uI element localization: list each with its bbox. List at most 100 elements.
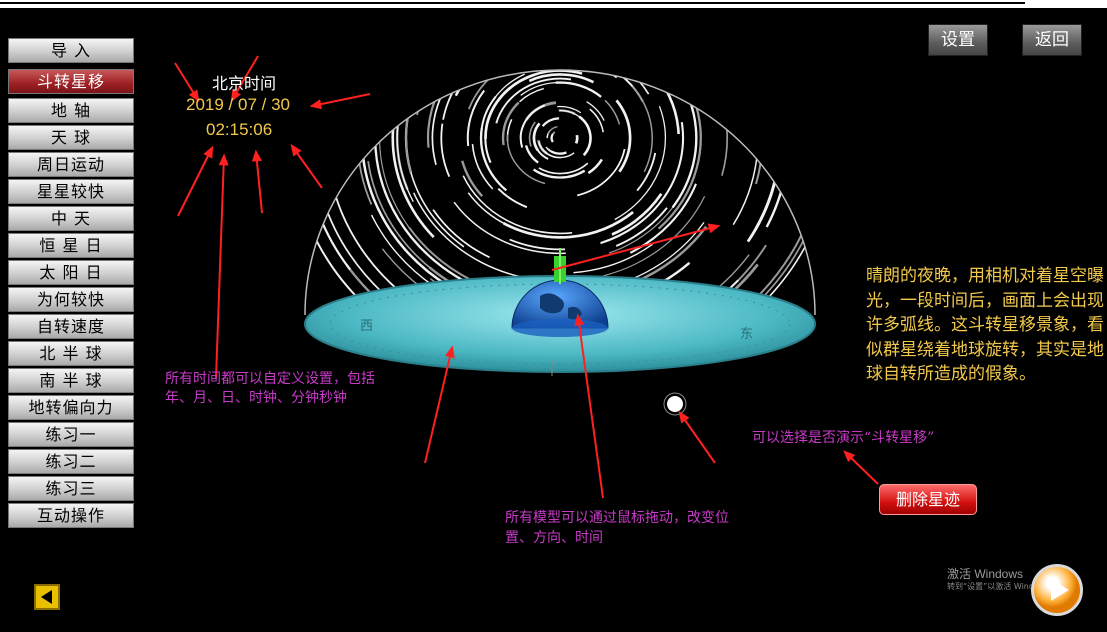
sidebar-item-sidereal-day[interactable]: 恒 星 日 bbox=[8, 233, 134, 258]
delete-trails-button[interactable]: 删除星迹 bbox=[879, 484, 977, 515]
back-button[interactable]: 返回 bbox=[1022, 24, 1082, 56]
sidebar-item-rotation-speed[interactable]: 自转速度 bbox=[8, 314, 134, 339]
star-trail-arc bbox=[574, 134, 579, 144]
sidebar-item-coriolis[interactable]: 地转偏向力 bbox=[8, 395, 134, 420]
star-trail-arc bbox=[525, 101, 557, 121]
star-trail-arc bbox=[484, 130, 492, 164]
clock-time[interactable]: 02:15:06 bbox=[206, 120, 273, 139]
star-trail-arc bbox=[466, 89, 485, 147]
star-trail-arc bbox=[532, 168, 586, 179]
star-trail-arc bbox=[747, 82, 759, 154]
sidebar-item-culmination[interactable]: 中 天 bbox=[8, 206, 134, 231]
sidebar-item-solar-day[interactable]: 太 阳 日 bbox=[8, 260, 134, 285]
star-trail-arc bbox=[458, 23, 511, 56]
sidebar-item-star-trails[interactable]: 斗转星移 bbox=[8, 69, 134, 94]
triangle-left-glyph bbox=[41, 590, 52, 604]
annotation-arrow bbox=[577, 315, 604, 499]
settings-button[interactable]: 设置 bbox=[928, 24, 988, 56]
top-divider bbox=[0, 2, 1025, 4]
star-trail-arc bbox=[519, 87, 544, 103]
star-trail-arc bbox=[309, 70, 374, 87]
star-trail-arc bbox=[445, 8, 745, 22]
star-trail-arc bbox=[437, 8, 543, 30]
sidebar-item-earth-axis[interactable]: 地 轴 bbox=[8, 98, 134, 123]
star-trail-arc bbox=[610, 70, 729, 176]
star-trail-arc bbox=[691, 70, 815, 258]
star-trail-arc bbox=[460, 70, 509, 86]
sidebar-item-celestial-sphere[interactable]: 天 球 bbox=[8, 125, 134, 150]
star-trail-arc bbox=[533, 141, 549, 160]
star-trail-arc bbox=[586, 101, 605, 121]
star-trail-arc bbox=[497, 187, 528, 209]
star-trail-arc bbox=[396, 70, 447, 203]
sidebar-item-exercise-1[interactable]: 练习一 bbox=[8, 422, 134, 447]
star-trail-arc bbox=[487, 43, 628, 70]
star-trail-arc bbox=[604, 70, 644, 102]
play-circle-icon[interactable] bbox=[1031, 564, 1083, 616]
annotation-arrow bbox=[311, 93, 371, 107]
annotation-arrowhead bbox=[251, 149, 262, 162]
star-trail-arc bbox=[523, 11, 581, 16]
star-trail-arc bbox=[652, 70, 790, 149]
star-trail-arc bbox=[590, 8, 681, 52]
star-trail-arc bbox=[600, 122, 685, 245]
annotation-arrowhead bbox=[843, 450, 856, 463]
star-trail-arc bbox=[614, 105, 667, 221]
simulation-stage[interactable]: 西 东 导 入 斗转星移 地 轴 天 球 周日运动 星星较快 中 天 恒 星 日… bbox=[0, 8, 1107, 632]
annotation-arrow bbox=[255, 151, 263, 214]
star-trail-arc bbox=[506, 134, 546, 185]
star-trail-arc bbox=[615, 99, 632, 173]
annotation-arrow bbox=[424, 347, 453, 464]
star-trail-arc bbox=[573, 243, 653, 274]
sidebar-item-exercise-2[interactable]: 练习二 bbox=[8, 449, 134, 474]
sidebar-item-southern-hemisphere[interactable]: 南 半 球 bbox=[8, 368, 134, 393]
annotation-arrowhead bbox=[574, 313, 585, 326]
clock-title: 北京时间 bbox=[212, 74, 277, 93]
annotation-arrows bbox=[174, 55, 879, 499]
star-toggle-note: 可以选择是否演示“斗转星移” bbox=[752, 430, 935, 446]
star-trail-arc bbox=[367, 160, 456, 286]
star-trail-arc bbox=[636, 152, 657, 192]
star-trail-arc bbox=[476, 35, 617, 68]
star-trail-arc bbox=[545, 146, 562, 155]
star-trail-arc bbox=[653, 70, 759, 226]
sidebar-item-why-faster[interactable]: 为何较快 bbox=[8, 287, 134, 312]
star-trail-arc bbox=[440, 123, 451, 178]
play-glyph bbox=[1051, 579, 1069, 601]
star-trail-arc bbox=[405, 70, 504, 173]
sun-point[interactable] bbox=[667, 396, 683, 412]
star-trail-arc bbox=[576, 148, 626, 197]
sidebar-item-northern-hemisphere[interactable]: 北 半 球 bbox=[8, 341, 134, 366]
star-trail-arc bbox=[396, 8, 612, 53]
star-trail-arc bbox=[509, 238, 565, 251]
celestial-sphere-model[interactable]: 西 东 bbox=[0, 8, 1107, 632]
star-trail-arc bbox=[541, 117, 560, 127]
annotation-arrowhead bbox=[445, 345, 455, 359]
annotation-arrowhead bbox=[230, 89, 242, 103]
star-trail-arc bbox=[534, 8, 655, 19]
sun-halo bbox=[663, 392, 687, 416]
star-trail-arc bbox=[520, 81, 562, 96]
star-trail-arc bbox=[524, 145, 539, 164]
disc-scale-ring bbox=[329, 283, 791, 365]
star-trail-arc bbox=[467, 192, 543, 237]
clock-date[interactable]: 2019 / 07 / 30 bbox=[186, 95, 290, 114]
star-trail-arc bbox=[375, 70, 478, 71]
star-trail-arc bbox=[712, 70, 782, 143]
annotation-arrowhead bbox=[707, 223, 721, 234]
sidebar-item-stars-faster[interactable]: 星星较快 bbox=[8, 179, 134, 204]
sidebar-item-exercise-3[interactable]: 练习三 bbox=[8, 476, 134, 501]
star-trail-arc bbox=[392, 8, 659, 23]
sidebar-item-diurnal-motion[interactable]: 周日运动 bbox=[8, 152, 134, 177]
annotation-arrow bbox=[215, 155, 225, 379]
sidebar-item-interactive[interactable]: 互动操作 bbox=[8, 503, 134, 528]
windows-activation-hint: 转到“设置”以激活 Windows。 bbox=[947, 582, 1058, 591]
star-trail-arc bbox=[528, 73, 595, 84]
description-text: 晴朗的夜晚，用相机对着星空曝光，一段时间后，画面上会出现许多弧线。这斗转星移景象… bbox=[866, 266, 1104, 384]
sidebar-item-intro[interactable]: 导 入 bbox=[8, 38, 134, 63]
star-trail-arc bbox=[631, 86, 653, 173]
triangle-left-icon[interactable] bbox=[34, 584, 60, 610]
star-trail-arc bbox=[589, 108, 604, 133]
annotation-arrowhead bbox=[290, 143, 302, 157]
star-trail-arc bbox=[538, 162, 589, 175]
